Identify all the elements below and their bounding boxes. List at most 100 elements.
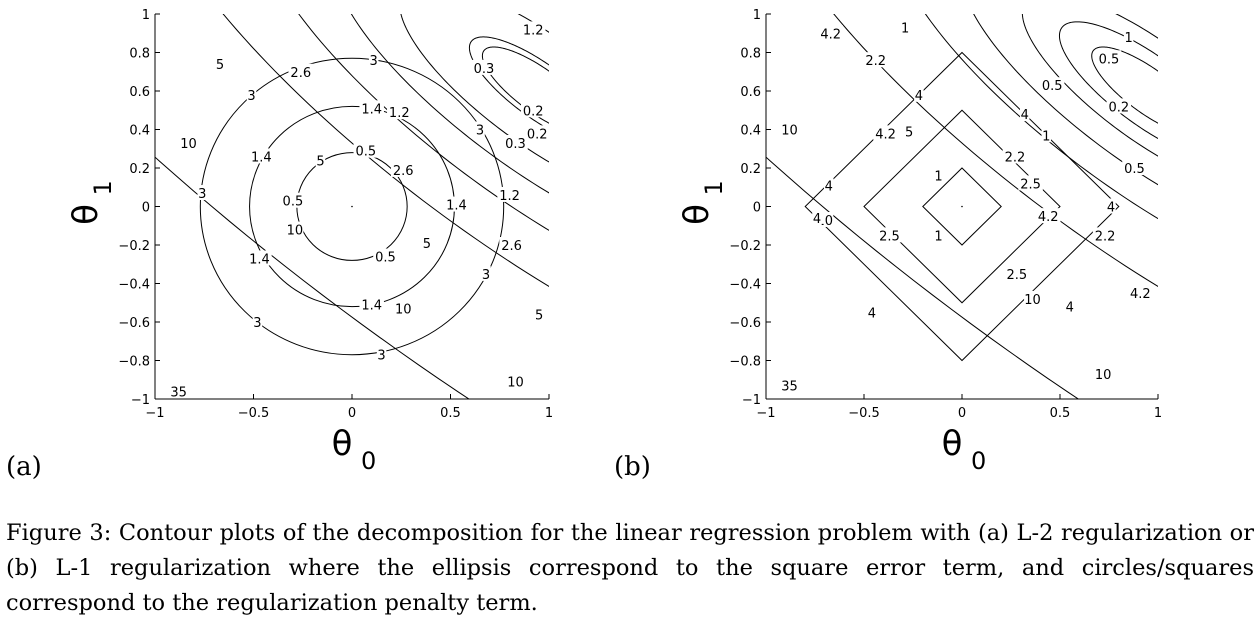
contour-label: 10 (1095, 368, 1112, 383)
y-axis-label-group: θ1 (677, 180, 728, 225)
contour-label: 3 (370, 54, 378, 69)
x-tick-label: −1 (756, 406, 775, 421)
contour-label-bg (481, 265, 491, 281)
error-contour-0 (481, 46, 549, 124)
y-tick-label: −0.6 (729, 316, 761, 331)
contour-label: 0.2 (1108, 100, 1129, 115)
contour-label: 0.2 (527, 127, 548, 142)
contour-label: 2.5 (879, 229, 900, 244)
y-tick-label: 0 (142, 201, 150, 216)
contour-label: 10 (287, 224, 304, 239)
contour-label-bg (376, 346, 387, 362)
contour-label: 1 (1042, 129, 1050, 144)
y-axis-label-subscript: 1 (89, 180, 117, 195)
contour-label-bg (914, 86, 924, 102)
y-tick-label: 1 (142, 8, 150, 23)
y-tick-label: 0.6 (129, 85, 150, 100)
contour-label-bg (390, 161, 416, 177)
contour-label-bg (1019, 106, 1030, 122)
contour-label-bg (280, 192, 306, 208)
error-contour-0 (1091, 46, 1158, 124)
contour-label-bg (503, 134, 528, 150)
contour-label-bg (286, 221, 304, 237)
x-tick-label: −1 (145, 406, 164, 421)
contour-label: 1.2 (523, 23, 544, 38)
contour-label: 1 (934, 229, 942, 244)
contour-label: 4 (1066, 301, 1074, 316)
penalty-contour-2 (804, 51, 1120, 362)
contour-label-bg (246, 86, 257, 102)
contour-label-bg (812, 210, 822, 226)
y-tick-label: −0.8 (729, 355, 761, 370)
contour-label: 5 (423, 237, 431, 252)
contour-label-bg (524, 125, 549, 141)
contour-label-bg (781, 377, 799, 393)
contour-label: 5 (216, 58, 224, 73)
center-point (351, 205, 353, 208)
contour-label: 1.4 (361, 102, 382, 117)
y-axis-label: θ (677, 204, 717, 225)
y-tick-label: 0.2 (740, 162, 761, 177)
contour-label-bg (534, 306, 544, 322)
contour-label-bg (1092, 227, 1118, 243)
contour-label: 3 (377, 349, 385, 364)
penalty-contour-1 (863, 109, 1061, 304)
contour-label: 5 (905, 125, 913, 140)
x-axis-label-subscript: 0 (361, 447, 376, 475)
penalty-contour-0 (922, 167, 1002, 246)
y-axis-label-subscript: 1 (700, 180, 728, 195)
contour-label: 2.2 (1005, 150, 1026, 165)
contour-label-bg (823, 177, 834, 193)
contour-label-bg (1122, 160, 1147, 175)
contour-label-bg (781, 121, 799, 137)
error-contour-3 (973, 14, 1158, 186)
contour-label-bg (315, 152, 326, 168)
contour-label-bg (933, 167, 944, 183)
contour-label-bg (1004, 265, 1030, 281)
contour-label: 0.5 (1124, 162, 1145, 177)
contour-label: 0.3 (474, 62, 495, 77)
x-tick-label: 0.5 (440, 406, 461, 421)
y-tick-label: −0.2 (118, 239, 150, 254)
x-axis-label-subscript: 0 (971, 447, 986, 475)
contour-label-bg (1096, 50, 1122, 66)
contour-label-bg (215, 56, 225, 72)
contour-label-bg (179, 134, 197, 150)
contour-label-bg (353, 142, 379, 158)
x-axis-label: θ (332, 424, 353, 464)
contour-label: 4.2 (1038, 210, 1059, 225)
error-contour-2 (1021, 14, 1158, 157)
contour-label-bg (247, 250, 272, 266)
contour-label: 4 (1021, 108, 1029, 123)
x-tick-label: 0.5 (1050, 406, 1071, 421)
contour-label: 10 (781, 124, 798, 139)
contour-label: 4 (1107, 201, 1115, 216)
contour-label: 35 (170, 385, 187, 400)
contour-label: 35 (781, 380, 798, 395)
contour-label-bg (1024, 290, 1042, 306)
contour-label: 0.5 (355, 145, 376, 160)
x-tick-label: −0.5 (238, 406, 270, 421)
y-tick-label: 0.2 (129, 162, 150, 177)
contour-label: 0.5 (1042, 79, 1063, 94)
contour-label: 0.2 (523, 104, 544, 119)
contour-label: 1 (901, 21, 909, 36)
contour-label: 1.4 (249, 252, 270, 267)
contour-label: 2.2 (865, 54, 886, 69)
contour-label-bg (877, 227, 902, 243)
contour-label: 1.4 (361, 299, 382, 314)
contour-label: 1 (934, 170, 942, 185)
contour-label-bg (249, 148, 274, 164)
contour-label-bg (1106, 98, 1132, 114)
y-tick-label: −1 (742, 393, 761, 408)
error-contour-5 (833, 14, 1158, 288)
contour-label-bg (1128, 285, 1153, 301)
contour-label-bg (475, 121, 485, 137)
y-tick-label: 0.6 (740, 85, 761, 100)
contour-label: 4 (825, 179, 833, 194)
contour-label: 2.5 (1020, 177, 1041, 192)
contour-label-bg (368, 52, 379, 68)
contour-label-bg (252, 314, 263, 329)
contour-label: 3 (476, 124, 484, 139)
